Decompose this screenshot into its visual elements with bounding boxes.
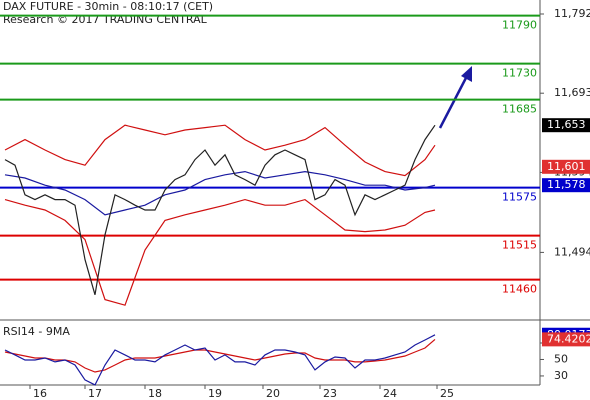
x-tick-label: 20 [266,387,280,400]
x-tick-label: 23 [323,387,337,400]
series-line [4,198,436,306]
series-line [4,334,436,386]
forecast-arrow [438,73,470,129]
price-tag-label: 11,578 [547,178,586,191]
price-tag-label: 11,653 [547,118,586,131]
y-tick-label: 11,792 [554,7,590,20]
price-tag [542,332,590,347]
chart-title: DAX FUTURE - 30min - 08:10:17 (CET) [3,0,213,13]
rsi-title: RSI14 - 9MA [3,325,70,338]
price-tag-label: 74.4202 [547,332,590,345]
price-tag [542,159,590,174]
series-line [4,124,436,177]
forecast-arrowhead [461,66,472,82]
level-label: 11515 [502,239,537,252]
level-label: 11685 [502,103,537,116]
level-label: 11575 [502,191,537,204]
y-tick-label: 11,693 [554,86,590,99]
y-tick-label: 11,494 [554,245,590,258]
x-tick-label: 19 [208,387,222,400]
x-tick-label: 16 [33,387,47,400]
x-tick-label: 25 [440,387,454,400]
price-tag-label: 11,601 [547,160,586,173]
price-tag [542,178,590,193]
level-label: 11460 [502,283,537,296]
x-tick-label: 17 [88,387,102,400]
x-tick-label: 24 [383,387,397,400]
level-label: 11790 [502,19,537,32]
series-line [4,124,436,295]
price-tag [542,118,590,133]
level-label: 11730 [502,67,537,80]
series-line [4,170,436,216]
y-tick-label: 30 [554,369,568,382]
x-tick-label: 18 [148,387,162,400]
y-tick-label: 50 [554,352,568,365]
